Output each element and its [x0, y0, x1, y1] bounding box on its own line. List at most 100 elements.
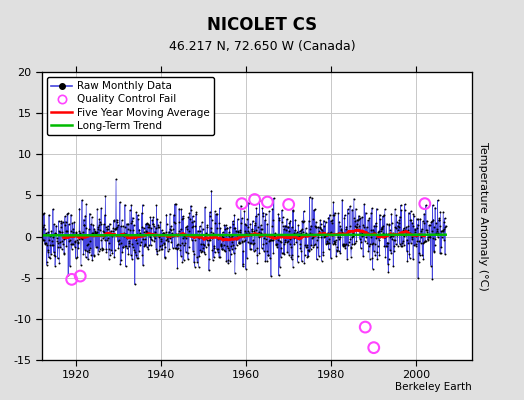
Point [159, 241, 168, 247]
Point [158, 227, 166, 234]
Point [208, 216, 216, 223]
Point [264, 252, 272, 258]
Point [375, 251, 384, 258]
Point [91, 229, 99, 235]
Point [176, 242, 184, 248]
Point [296, 244, 304, 251]
Point [74, 236, 83, 242]
Point [213, 225, 222, 232]
Point [60, 221, 69, 228]
Point [418, 226, 426, 232]
Point [116, 223, 125, 230]
Point [319, 252, 328, 258]
Point [117, 217, 126, 224]
Point [209, 244, 217, 251]
Point [201, 204, 209, 210]
Point [323, 230, 332, 236]
Point [243, 228, 252, 234]
Point [103, 223, 112, 229]
Point [194, 228, 202, 234]
Point [395, 224, 403, 230]
Point [253, 252, 261, 258]
Point [377, 226, 385, 232]
Point [423, 229, 431, 236]
Point [43, 248, 52, 255]
Point [248, 228, 256, 234]
Point [57, 220, 66, 226]
Point [283, 216, 291, 222]
Point [155, 224, 163, 230]
Point [384, 269, 392, 275]
Point [409, 256, 417, 262]
Point [401, 207, 409, 214]
Point [335, 234, 344, 240]
Point [230, 212, 238, 218]
Point [171, 230, 180, 237]
Point [389, 230, 397, 236]
Point [337, 226, 346, 232]
Point [356, 215, 365, 222]
Point [304, 253, 312, 259]
Point [299, 218, 308, 225]
Point [217, 240, 225, 247]
Point [244, 200, 253, 206]
Point [247, 240, 256, 246]
Point [148, 236, 156, 243]
Point [142, 228, 150, 234]
Point [175, 205, 183, 212]
Point [195, 234, 203, 241]
Point [386, 234, 395, 240]
Point [92, 243, 100, 250]
Point [44, 247, 52, 253]
Point [168, 232, 177, 238]
Point [408, 233, 416, 240]
Point [436, 250, 444, 256]
Point [109, 225, 117, 231]
Point [377, 228, 385, 234]
Point [422, 227, 430, 234]
Point [359, 222, 368, 228]
Point [66, 232, 74, 238]
Point [184, 228, 193, 235]
Point [239, 261, 247, 267]
Point [58, 228, 67, 235]
Point [243, 216, 252, 222]
Point [434, 234, 442, 240]
Point [413, 238, 421, 245]
Point [283, 249, 291, 256]
Point [219, 237, 227, 243]
Point [178, 258, 187, 265]
Point [357, 239, 366, 245]
Point [122, 263, 130, 270]
Point [274, 237, 282, 243]
Point [219, 229, 227, 236]
Point [440, 226, 448, 232]
Point [285, 201, 293, 208]
Point [431, 236, 440, 242]
Point [99, 245, 107, 252]
Point [120, 232, 128, 239]
Point [48, 238, 57, 244]
Point [157, 238, 166, 244]
Point [265, 238, 273, 244]
Point [318, 230, 326, 236]
Point [82, 225, 90, 231]
Point [276, 238, 285, 244]
Point [333, 248, 341, 254]
Point [332, 253, 341, 259]
Point [362, 229, 370, 235]
Point [66, 263, 74, 269]
Point [343, 230, 351, 236]
Point [197, 234, 205, 240]
Point [139, 236, 147, 242]
Point [250, 228, 258, 234]
Point [342, 241, 350, 248]
Point [302, 244, 311, 250]
Point [298, 226, 307, 232]
Point [290, 227, 299, 234]
Point [129, 222, 138, 228]
Point [205, 256, 213, 262]
Point [236, 227, 244, 234]
Point [125, 243, 134, 249]
Point [186, 232, 194, 238]
